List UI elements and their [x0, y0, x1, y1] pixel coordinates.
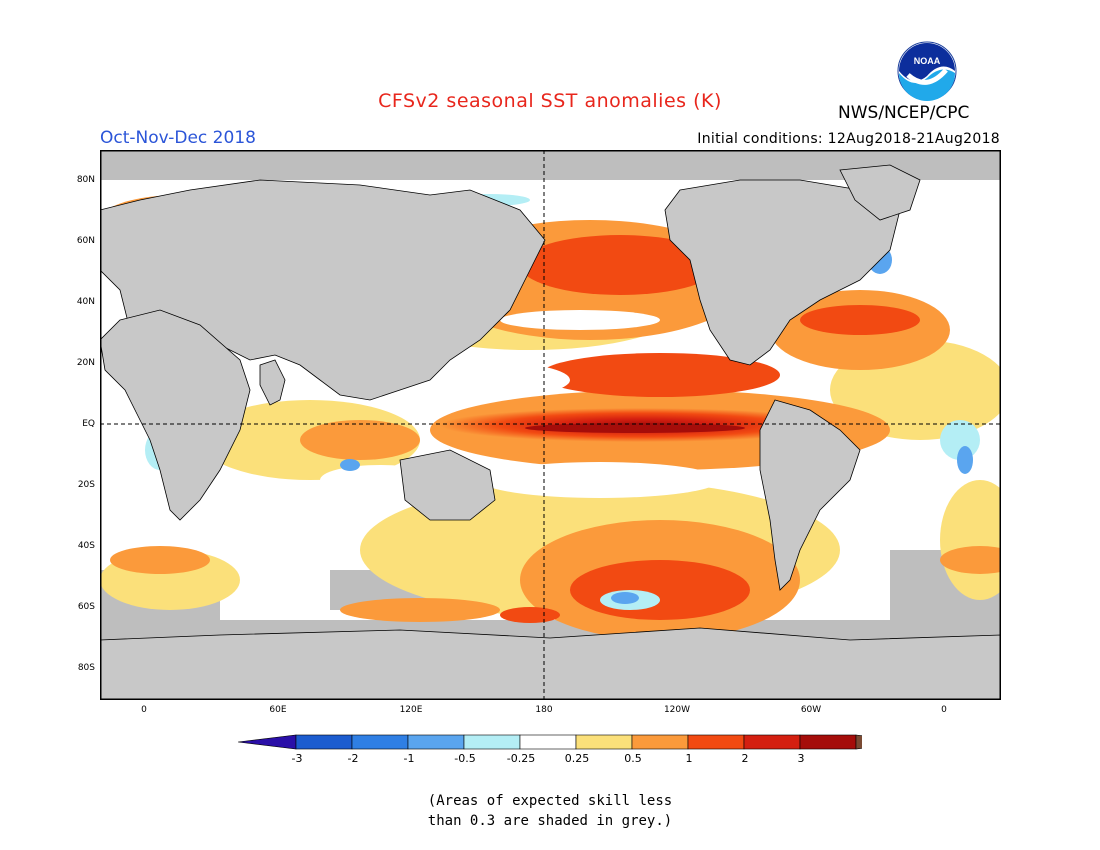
colorbar-arrow-low [238, 734, 297, 750]
colorbar-segment [407, 734, 465, 750]
colorbar-label: 2 [741, 752, 749, 765]
skill-note: (Areas of expected skill less than 0.3 a… [0, 791, 1100, 831]
colorbar-segment [351, 734, 409, 750]
lat-label: 80N [76, 175, 95, 185]
lat-label: 20N [76, 358, 95, 368]
lat-label: EQ [82, 419, 95, 429]
map-title: CFSv2 seasonal SST anomalies (K) [378, 90, 722, 112]
colorbar-segment [519, 734, 577, 750]
initial-conditions-label: Initial conditions: 12Aug2018-21Aug2018 [697, 131, 1000, 147]
colorbar-label: -0.25 [506, 752, 536, 765]
colorbar-label: -0.5 [454, 752, 476, 765]
skill-note-line: (Areas of expected skill less [427, 793, 673, 809]
lat-label: 60S [77, 602, 95, 612]
colorbar-segment [687, 734, 745, 750]
colorbar-label: 3 [797, 752, 805, 765]
map-frame [100, 150, 1001, 700]
lon-label: 180 [535, 705, 553, 715]
lat-label: 60N [76, 236, 95, 246]
colorbar-label: 0.25 [564, 752, 590, 765]
colorbar-label: 0.5 [624, 752, 642, 765]
lon-label: 120E [399, 705, 423, 715]
colorbar-segment [295, 734, 353, 750]
colorbar-segment [631, 734, 689, 750]
lat-label: 40S [77, 541, 95, 551]
colorbar-label: -3 [291, 752, 303, 765]
continents [100, 164, 1001, 700]
lat-label: 80S [77, 663, 95, 673]
greenland [839, 164, 921, 221]
colorbar-segment [463, 734, 521, 750]
australia [399, 449, 496, 521]
skill-note-line: than 0.3 are shaded in grey.) [427, 813, 673, 829]
logo-lettering: NOAA [914, 56, 941, 66]
africa [100, 309, 251, 521]
colorbar-segment [799, 734, 857, 750]
noaa-logo: NOAA [897, 41, 957, 101]
lon-label: 120W [663, 705, 691, 715]
colorbar-label: 1 [685, 752, 693, 765]
colorbar-label: -1 [403, 752, 415, 765]
lon-label: 60W [800, 705, 822, 715]
india [259, 359, 286, 406]
season-label: Oct-Nov-Dec 2018 [100, 128, 256, 148]
colorbar [238, 734, 862, 750]
lon-label: 60E [269, 705, 287, 715]
lat-label: 40N [76, 297, 95, 307]
south-america [759, 399, 861, 591]
lon-label: 0 [941, 705, 947, 715]
antarctica [100, 627, 1001, 700]
colorbar-label: -2 [347, 752, 359, 765]
colorbar-segment [743, 734, 801, 750]
anomaly-2-3 [525, 423, 745, 433]
anomaly-near-zero [320, 310, 720, 498]
agency-label: NWS/NCEP/CPC [838, 103, 970, 123]
colorbar-segment [575, 734, 633, 750]
lon-label: 0 [141, 705, 147, 715]
lat-label: 20S [77, 480, 95, 490]
colorbar-arrow-high [855, 734, 862, 750]
sst-anomaly-map [100, 150, 1001, 700]
